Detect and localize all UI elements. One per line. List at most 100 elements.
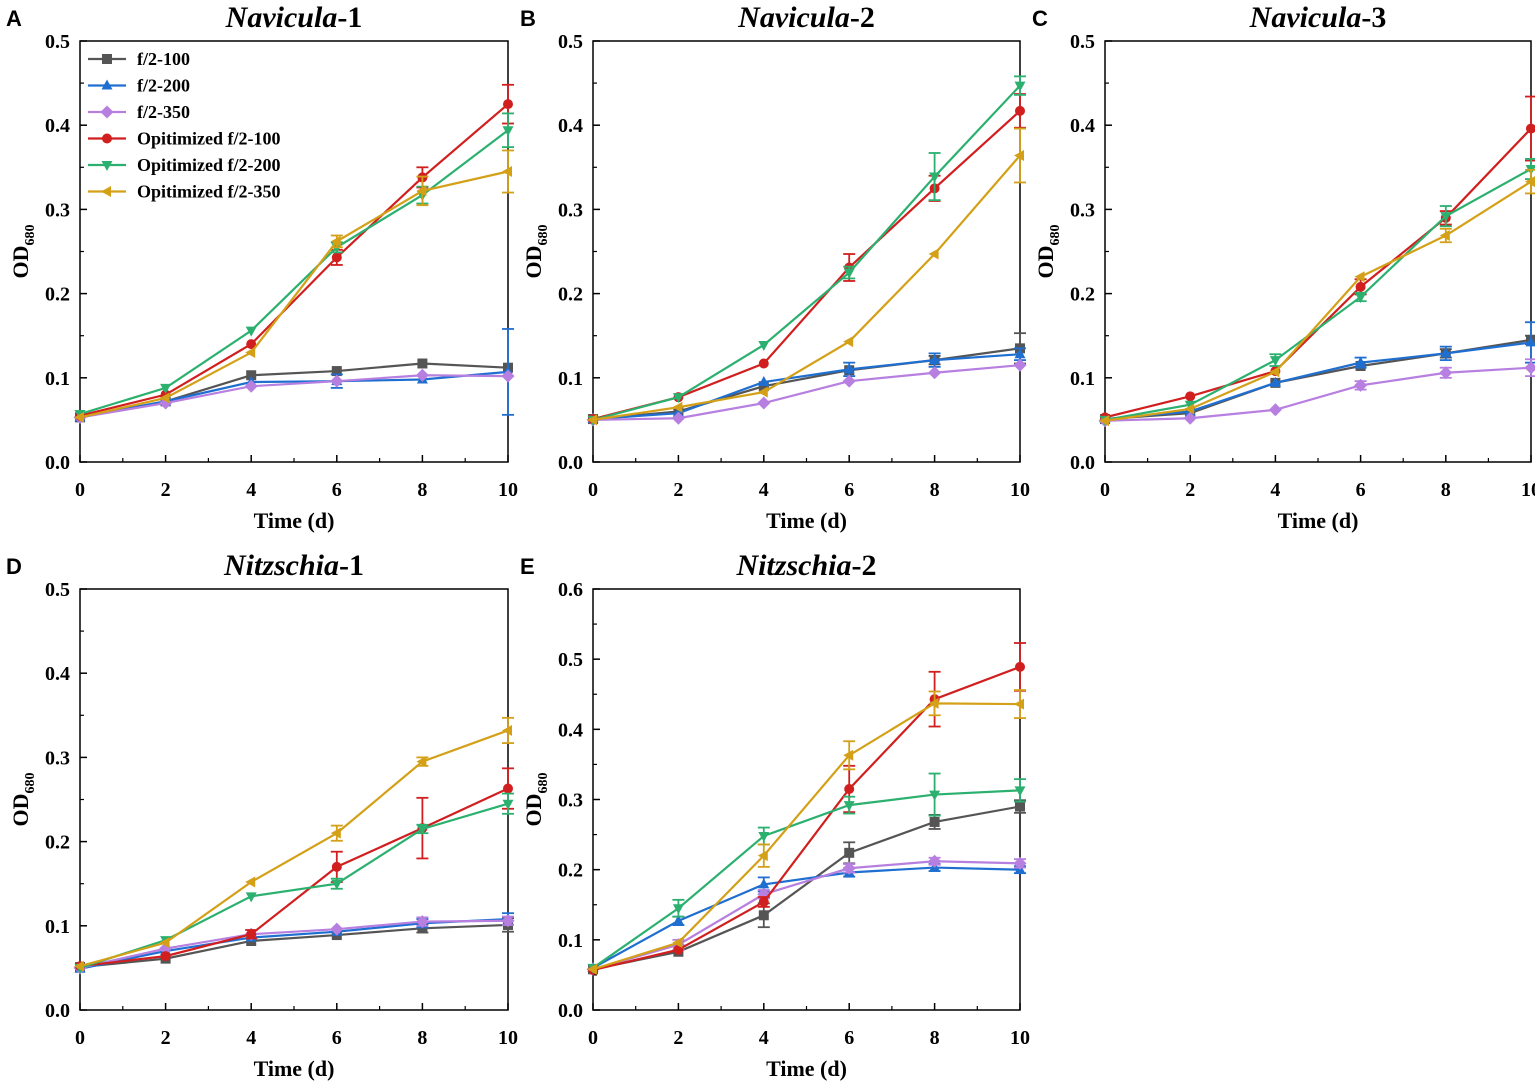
data-point <box>1440 212 1452 223</box>
series-0 <box>588 799 1026 975</box>
y-axis-label-subscript: 680 <box>23 225 38 246</box>
data-point <box>331 879 343 890</box>
data-point <box>245 876 256 888</box>
data-point <box>501 369 515 383</box>
x-tick-label: 0 <box>588 479 598 501</box>
data-point <box>415 915 429 929</box>
series-5 <box>1099 168 1535 427</box>
x-tick-label: 0 <box>1100 479 1110 501</box>
panel-letter: A <box>6 6 22 31</box>
data-point <box>758 910 769 921</box>
y-tick-label: 0.3 <box>45 199 70 221</box>
data-point <box>928 366 942 380</box>
y-tick-label: 0.0 <box>558 452 583 474</box>
legend-marker <box>101 79 113 90</box>
x-tick-label: 0 <box>75 479 85 501</box>
chart-title-italic: Nitzschia <box>735 549 851 582</box>
x-tick-label: 6 <box>844 1027 854 1049</box>
data-point <box>416 824 428 835</box>
data-point <box>843 749 854 761</box>
y-axis-label-subscript: 680 <box>536 225 551 246</box>
y-tick-label: 0.3 <box>1070 199 1095 221</box>
series-4 <box>587 75 1026 426</box>
y-tick-label: 0.4 <box>45 115 70 137</box>
y-tick-label: 0.1 <box>558 930 583 952</box>
series-line <box>592 789 1021 969</box>
data-point <box>1525 336 1535 347</box>
series-line <box>1104 180 1532 422</box>
y-tick-label: 0.4 <box>558 115 583 137</box>
data-point <box>672 393 684 404</box>
x-tick-label: 10 <box>1010 479 1030 501</box>
series-2 <box>1098 358 1535 428</box>
series-1 <box>1099 321 1535 424</box>
y-axis-label-main: OD <box>8 794 33 827</box>
y-axis-label-subscript: 680 <box>536 773 551 794</box>
data-point <box>1099 415 1109 427</box>
chart-title-italic: Navicula <box>737 1 850 34</box>
data-point <box>74 411 84 423</box>
data-point <box>1355 356 1367 367</box>
series-line <box>592 665 1021 972</box>
x-tick-label: 6 <box>332 479 342 501</box>
legend-label: f/2-200 <box>137 76 190 96</box>
legend-marker <box>102 54 112 64</box>
x-axis-label: Time (d) <box>766 508 847 533</box>
series-5 <box>74 149 514 423</box>
data-point <box>245 347 256 359</box>
panel-letter: E <box>520 554 535 579</box>
data-point <box>1355 281 1366 292</box>
data-point <box>330 827 341 839</box>
y-tick-label: 0.0 <box>558 1000 583 1022</box>
series-line <box>1104 366 1532 422</box>
data-point <box>1439 230 1450 242</box>
x-tick-label: 4 <box>759 1027 769 1049</box>
x-tick-label: 0 <box>588 1027 598 1049</box>
data-point <box>1183 411 1197 425</box>
panel-c: C Navicula-3 0 2 4 6 8 10 0.0 0.1 0.2 0.3 0.4 0.5 Time… <box>1032 1 1535 533</box>
series-0 <box>75 358 513 423</box>
data-point <box>502 799 514 810</box>
data-point <box>1015 801 1025 812</box>
series-line <box>79 919 509 969</box>
data-point <box>757 850 768 862</box>
chart-title: Nitzschia-1 <box>223 549 364 582</box>
x-tick-label: 10 <box>1010 1027 1030 1049</box>
y-tick-label: 0.2 <box>558 860 583 882</box>
chart-title-suffix: -2 <box>850 1 875 34</box>
y-tick-label: 0.5 <box>45 31 70 53</box>
data-point <box>1439 366 1453 380</box>
x-tick-label: 6 <box>844 479 854 501</box>
data-point <box>1525 176 1535 188</box>
data-point <box>928 248 939 260</box>
chart-title-suffix: -2 <box>852 549 877 582</box>
chart-title-italic: Navicula <box>1249 1 1362 34</box>
y-tick-label: 0.1 <box>45 916 70 938</box>
data-point <box>1015 661 1025 672</box>
panel-a: A Navicula-1 0 2 4 6 8 10 0.0 0.1 0.2 0.3 0.4 0.5 Time… <box>6 1 518 533</box>
data-point <box>842 374 856 388</box>
series-0 <box>75 917 514 973</box>
y-tick-label: 0.0 <box>45 1000 70 1022</box>
data-point <box>502 724 512 736</box>
data-point <box>758 831 770 842</box>
x-axis-label: Time (d) <box>254 1056 335 1081</box>
data-point <box>758 896 769 907</box>
y-tick-label: 0.0 <box>1070 452 1095 474</box>
series-line <box>592 805 1021 971</box>
data-point <box>758 376 770 387</box>
data-point <box>1269 356 1281 367</box>
y-tick-label: 0.4 <box>558 719 583 741</box>
series-5 <box>74 716 514 972</box>
data-point <box>757 386 768 398</box>
series-line <box>79 370 509 419</box>
x-tick-label: 8 <box>930 1027 940 1049</box>
data-point <box>672 401 683 413</box>
data-point <box>929 816 940 827</box>
series-line <box>592 353 1021 421</box>
y-tick-label: 0.4 <box>45 663 70 685</box>
data-point <box>246 929 257 940</box>
data-point <box>843 363 855 374</box>
data-point <box>502 126 514 137</box>
y-tick-label: 0.1 <box>1070 368 1095 390</box>
